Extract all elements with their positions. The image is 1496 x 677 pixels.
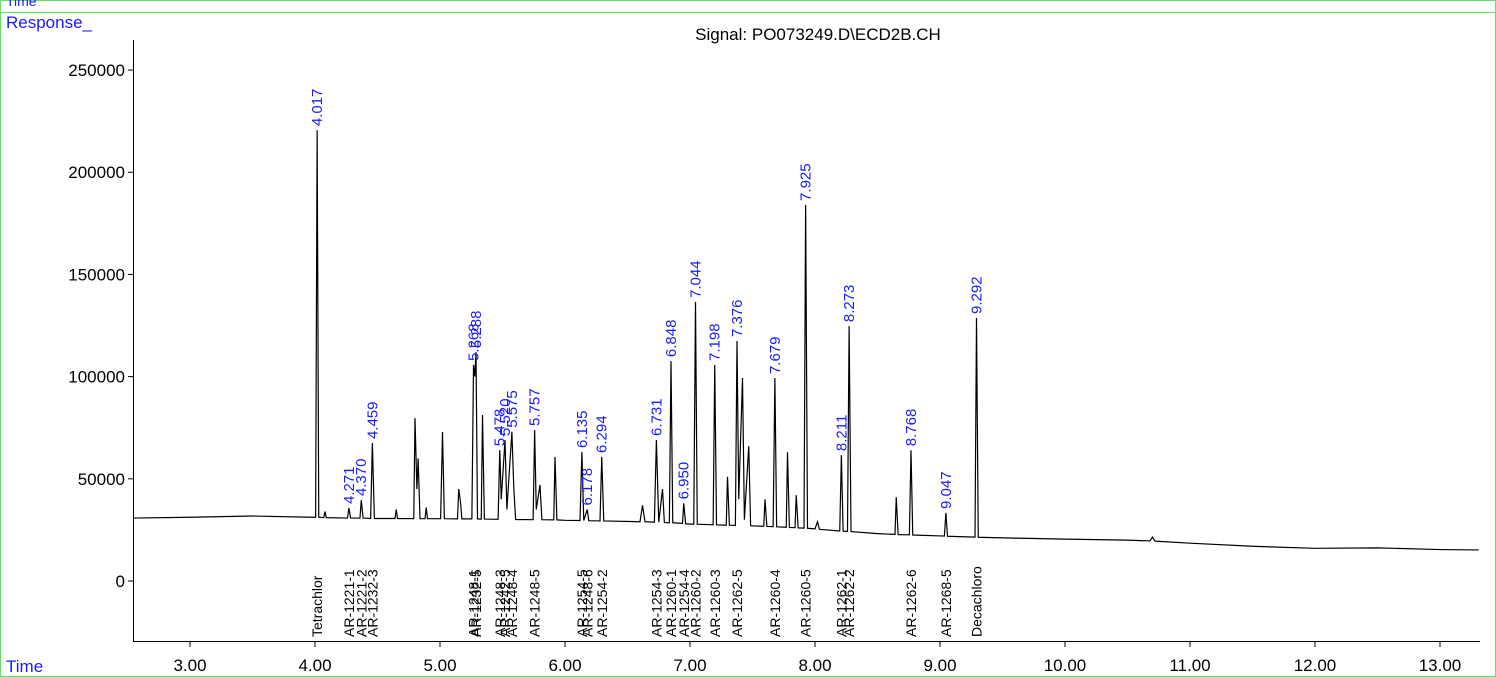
compound-label: AR-1260-2 — [688, 569, 704, 637]
x-tick-label: 9.00 — [923, 656, 956, 675]
x-tick-label: 5.00 — [423, 656, 456, 675]
compound-label: AR-1260-3 — [707, 569, 723, 637]
compound-label: AR-1221-2 — [353, 569, 369, 637]
compound-label: AR-1248-5 — [527, 569, 543, 637]
compound-label: AR-1260-5 — [798, 569, 814, 637]
x-tick-label: 8.00 — [798, 656, 831, 675]
x-tick-label: 7.00 — [673, 656, 706, 675]
y-tick-label: 100000 — [68, 368, 125, 387]
y-tick-label: 50000 — [78, 470, 125, 489]
compound-label: AR-1260-4 — [767, 569, 783, 637]
x-tick-label: 10.00 — [1044, 656, 1087, 675]
peak-label: 5.268 — [466, 323, 483, 361]
compound-label: Decachloro — [969, 566, 985, 637]
peak-label: 5.288 — [468, 311, 485, 349]
y-tick-label: 150000 — [68, 265, 125, 284]
peak-label: 6.294 — [594, 415, 611, 453]
x-tick-label: 3.00 — [173, 656, 206, 675]
header: Time — [6, 0, 37, 9]
compound-label: AR-1248-1 — [466, 569, 482, 637]
compound-label: AR-1262-2 — [841, 569, 857, 637]
compound-label: Tetrachlor — [309, 575, 325, 637]
peak-label: 4.017 — [309, 89, 326, 127]
peak-label: 6.731 — [648, 398, 665, 436]
signal-trace — [133, 130, 1479, 551]
peak-label: 6.178 — [579, 468, 596, 506]
peak-label: 7.679 — [767, 337, 784, 375]
x-tick-label: 11.00 — [1169, 656, 1210, 675]
peak-label: 5.757 — [527, 388, 544, 426]
compound-label: AR-1254-5 — [574, 569, 590, 637]
y-tick-label: 250000 — [68, 61, 125, 80]
peak-label: 8.211 — [833, 415, 850, 451]
compound-label: AR-1262-5 — [729, 569, 745, 637]
peak-label: 9.047 — [938, 471, 955, 509]
peak-label: 5.520 — [497, 398, 514, 436]
peak-label: 8.273 — [841, 285, 858, 323]
y-label: Response_ — [6, 13, 93, 32]
compound-label: AR-1232-5 — [468, 569, 484, 637]
compound-label: AR-1262-1 — [833, 569, 849, 637]
compound-label: AR-1254-2 — [594, 569, 610, 637]
peak-label: 7.925 — [798, 163, 815, 201]
compound-label: AR-1232-3 — [364, 569, 380, 637]
compound-label: AR-1268-5 — [938, 569, 954, 637]
compound-label: AR-1248-3 — [492, 569, 508, 637]
compound-label: AR-1248-4 — [504, 569, 520, 637]
peak-label: 4.370 — [353, 459, 370, 497]
peak-label: 4.271 — [341, 466, 358, 504]
peak-label: 6.950 — [676, 462, 693, 500]
y-tick-label: 0 — [116, 572, 125, 591]
peak-label: 9.292 — [969, 276, 986, 314]
x-tick-label: 4.00 — [298, 656, 331, 675]
compound-label: AR-1242-5 — [497, 569, 513, 637]
chart-title: Signal: PO073249.D\ECD2B.CH — [695, 25, 941, 44]
peak-label: 6.135 — [574, 410, 591, 448]
x-tick-label: 6.00 — [548, 656, 581, 675]
peak-label: 7.198 — [707, 323, 724, 361]
y-tick-label: 200000 — [68, 163, 125, 182]
compound-label: AR-1262-6 — [903, 569, 919, 637]
peak-label: 5.575 — [504, 390, 521, 428]
peak-label: 6.848 — [663, 320, 680, 358]
compound-label: AR-1221-1 — [341, 569, 357, 637]
compound-label: AR-1260-1 — [663, 569, 679, 637]
peak-label: 7.376 — [729, 300, 746, 338]
compound-label: AR-1254-3 — [648, 569, 664, 637]
peak-label: 8.768 — [903, 409, 920, 447]
peak-label: 4.459 — [364, 402, 381, 440]
x-tick-label: 13.00 — [1419, 656, 1462, 675]
compound-label: AR-1248-6 — [579, 569, 595, 637]
peak-label: 5.478 — [492, 409, 509, 447]
x-tick-label: 12.00 — [1294, 656, 1337, 675]
compound-label: AR-1254-4 — [676, 569, 692, 637]
x-label: Time — [6, 657, 43, 676]
peak-label: 7.044 — [688, 260, 705, 298]
